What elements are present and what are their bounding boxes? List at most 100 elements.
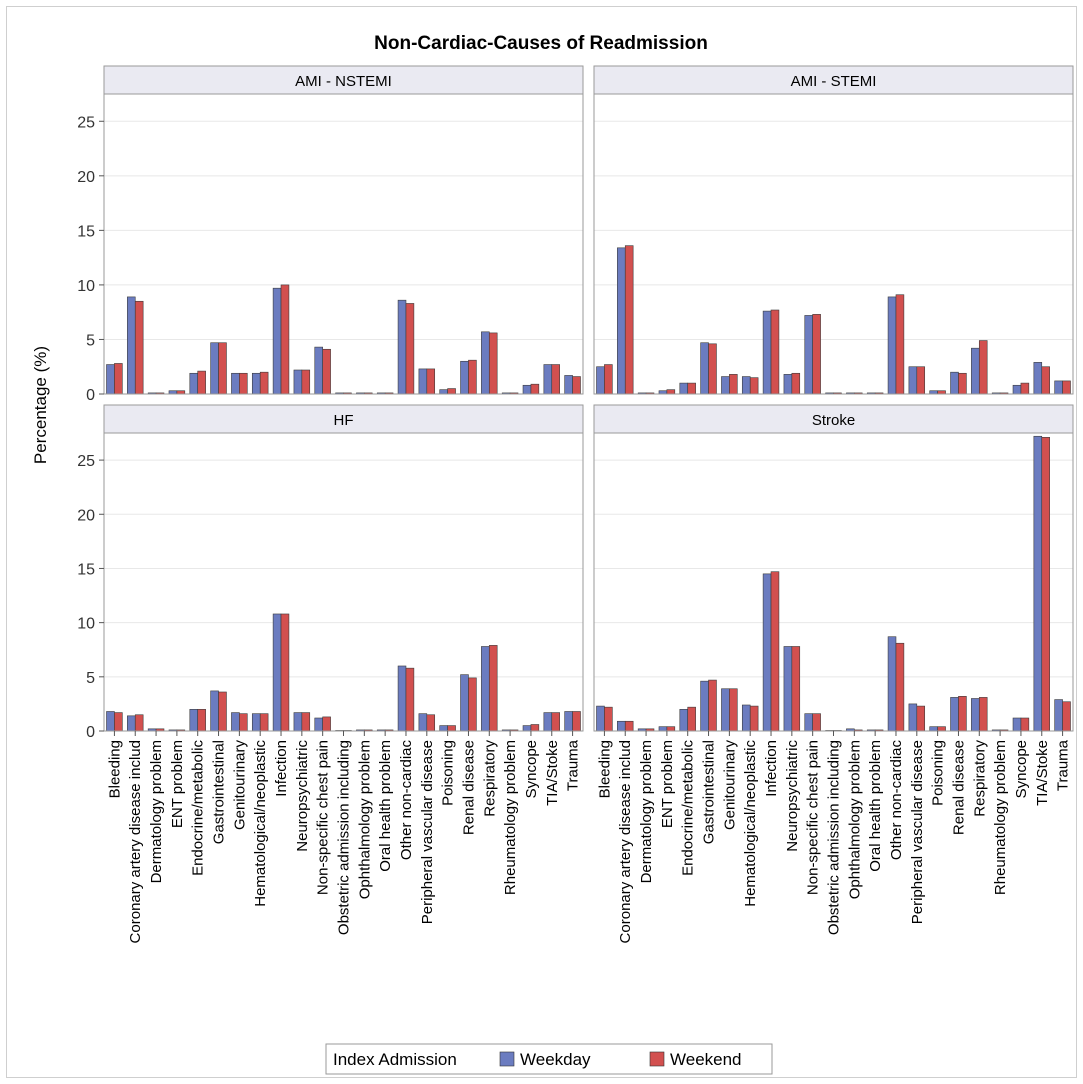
- x-tick-label-left-respiratory: Respiratory: [481, 740, 498, 817]
- bar-ami-nstemi-weekday-coronary-artery-disease-includ: [127, 296, 136, 395]
- bar-ami-stemi-weekday-peripheral-vascular-disease: [908, 366, 918, 395]
- x-tick-label-right-dermatology-problem: Dermatology problem: [638, 740, 655, 883]
- chart-frame: [6, 6, 1077, 1078]
- x-tick-label-right-genitourinary: Genitourinary: [721, 740, 738, 831]
- panel-ami-stemi: AMI - STEMI: [593, 65, 1074, 395]
- legend-title: Index Admission: [333, 1050, 457, 1069]
- chart-title: Non-Cardiac-Causes of Readmission: [374, 33, 708, 54]
- bar-ami-nstemi-weekday-hematological-neoplastic: [251, 372, 261, 395]
- bar-ami-nstemi-weekday-renal-disease: [460, 360, 469, 395]
- bar-stroke-weekend-endocrine-metabolic: [687, 706, 696, 732]
- bar-ami-stemi-weekend-coronary-artery-disease-includ: [624, 245, 634, 395]
- bar-ami-stemi-weekend-tia-stoke: [1041, 366, 1050, 395]
- bar-stroke-weekend-infection: [770, 571, 780, 732]
- bar-hf-weekend-peripheral-vascular-disease: [426, 714, 436, 732]
- bar-stroke-weekend-neuropsychiatric: [791, 646, 801, 732]
- bar-ami-stemi-weekday-infection: [762, 310, 772, 395]
- bar-ami-nstemi-weekend-syncope: [530, 383, 540, 395]
- bar-ami-stemi-weekday-other-non-cardiac: [887, 296, 897, 395]
- bar-stroke-weekend-renal-disease: [958, 696, 967, 732]
- plot-border-ami-nstemi: [103, 93, 584, 395]
- strip-label-ami-stemi: AMI - STEMI: [791, 73, 877, 90]
- bar-ami-stemi-weekend-genitourinary: [729, 374, 738, 395]
- bar-ami-nstemi-weekday-endocrine-metabolic: [189, 372, 199, 395]
- legend-label-weekday: Weekday: [520, 1050, 591, 1069]
- bar-ami-nstemi-weekend-peripheral-vascular-disease: [426, 368, 436, 395]
- bar-ami-nstemi-weekday-poisoning: [439, 389, 448, 395]
- bar-stroke-weekend-other-non-cardiac: [895, 642, 905, 732]
- bar-hf-weekday-tia-stoke: [543, 712, 553, 732]
- bar-ami-nstemi-weekend-bleeding: [114, 363, 123, 395]
- y-tick-label-ami-nstemi-15: 15: [77, 223, 95, 240]
- bar-hf-weekday-coronary-artery-disease-includ: [127, 715, 136, 732]
- bar-stroke-weekday-syncope: [1012, 717, 1022, 732]
- x-tick-label-left-rheumatology-problem: Rheumatology problem: [502, 740, 519, 895]
- x-tick-label-right-tia-stoke: TIA/Stoke: [1034, 740, 1051, 806]
- x-tick-label-left-peripheral-vascular-disease: Peripheral vascular disease: [419, 740, 436, 924]
- bar-hf-weekend-genitourinary: [239, 713, 248, 732]
- bar-stroke-weekday-poisoning: [929, 726, 938, 732]
- bar-hf-weekday-infection: [272, 613, 282, 732]
- bar-stroke-weekend-trauma: [1062, 701, 1071, 732]
- bar-ami-stemi-weekend-ent-problem: [666, 389, 676, 395]
- bar-ami-nstemi-weekday-trauma: [564, 375, 573, 395]
- bar-ami-nstemi-weekday-bleeding: [106, 364, 115, 395]
- x-tick-label-left-obstetric-admission-including: Obstetric admission including: [336, 740, 353, 935]
- panel-stroke: Stroke: [593, 404, 1074, 736]
- bar-ami-nstemi-weekend-non-specific-chest-pain: [322, 348, 331, 395]
- bar-stroke-weekday-coronary-artery-disease-includ: [617, 720, 626, 732]
- legend-box: [325, 1043, 773, 1075]
- bar-stroke-weekday-other-non-cardiac: [887, 636, 897, 732]
- bar-ami-nstemi-weekend-tia-stoke: [551, 364, 560, 395]
- x-tick-label-left-oral-health-problem: Oral health problem: [377, 740, 394, 872]
- bar-ami-nstemi-weekday-genitourinary: [231, 372, 240, 395]
- plot-area-ami-nstemi: [104, 94, 583, 394]
- bar-hf-weekend-syncope: [530, 724, 540, 732]
- bar-ami-stemi-weekend-bleeding: [604, 364, 613, 395]
- bar-ami-nstemi-weekend-other-non-cardiac: [405, 303, 415, 395]
- plot-area-stroke: [594, 433, 1073, 731]
- bar-hf-weekend-tia-stoke: [551, 712, 560, 732]
- bar-stroke-weekday-respiratory: [971, 698, 980, 732]
- bar-hf-weekend-gastrointestinal: [218, 691, 227, 732]
- bar-stroke-weekday-gastrointestinal: [700, 680, 709, 732]
- bar-hf-weekday-respiratory: [481, 646, 490, 732]
- bar-hf-weekend-neuropsychiatric: [301, 712, 311, 732]
- y-tick-label-hf-10: 10: [77, 616, 95, 633]
- bar-stroke-weekend-poisoning: [937, 726, 946, 732]
- bar-ami-nstemi-weekend-respiratory: [488, 332, 498, 395]
- bar-stroke-weekday-neuropsychiatric: [783, 646, 793, 732]
- bar-hf-weekday-genitourinary: [231, 712, 240, 732]
- x-tick-label-left-bleeding: Bleeding: [106, 740, 123, 798]
- bar-hf-weekend-poisoning: [447, 725, 456, 732]
- bar-ami-stemi-weekday-trauma: [1054, 380, 1063, 395]
- x-tick-label-right-obstetric-admission-including: Obstetric admission including: [826, 740, 843, 935]
- plot-border-ami-stemi: [593, 93, 1074, 395]
- bar-ami-stemi-weekday-respiratory: [971, 347, 980, 395]
- bar-ami-nstemi-weekend-infection: [280, 284, 290, 395]
- y-tick-label-ami-nstemi-5: 5: [86, 332, 95, 349]
- bar-stroke-weekday-tia-stoke: [1033, 435, 1043, 732]
- bar-stroke-weekday-bleeding: [596, 705, 605, 732]
- x-tick-labels-left: Bleeding Coronary artery disease includ De…: [106, 739, 581, 943]
- panel-hf: HF 0 5 10 15 20 25: [77, 404, 584, 741]
- strip-label-stroke: Stroke: [812, 412, 855, 429]
- bar-stroke-weekend-non-specific-chest-pain: [812, 713, 821, 732]
- bar-ami-nstemi-weekday-other-non-cardiac: [397, 299, 407, 395]
- x-tick-label-left-syncope: Syncope: [523, 740, 540, 798]
- panels: AMI - NSTEMI 0 5 10 15 20 25 AMI - STEMI HF 0 5 10 1…: [77, 65, 1074, 741]
- x-tick-label-right-oral-health-problem: Oral health problem: [867, 740, 884, 872]
- bar-ami-nstemi-weekday-respiratory: [481, 331, 490, 395]
- plot-area-ami-stemi: [594, 94, 1073, 394]
- bar-stroke-weekend-peripheral-vascular-disease: [916, 705, 926, 732]
- bar-ami-nstemi-weekday-neuropsychiatric: [293, 369, 303, 395]
- bar-ami-stemi-weekend-renal-disease: [958, 372, 967, 395]
- bar-ami-stemi-weekday-coronary-artery-disease-includ: [617, 247, 626, 395]
- bar-ami-nstemi-weekend-endocrine-metabolic: [197, 370, 206, 395]
- bar-stroke-weekend-syncope: [1020, 717, 1030, 732]
- bar-hf-weekend-coronary-artery-disease-includ: [134, 714, 144, 732]
- bar-hf-weekend-renal-disease: [468, 677, 477, 732]
- bar-hf-weekday-endocrine-metabolic: [189, 709, 199, 732]
- y-tick-label-hf-25: 25: [77, 453, 95, 470]
